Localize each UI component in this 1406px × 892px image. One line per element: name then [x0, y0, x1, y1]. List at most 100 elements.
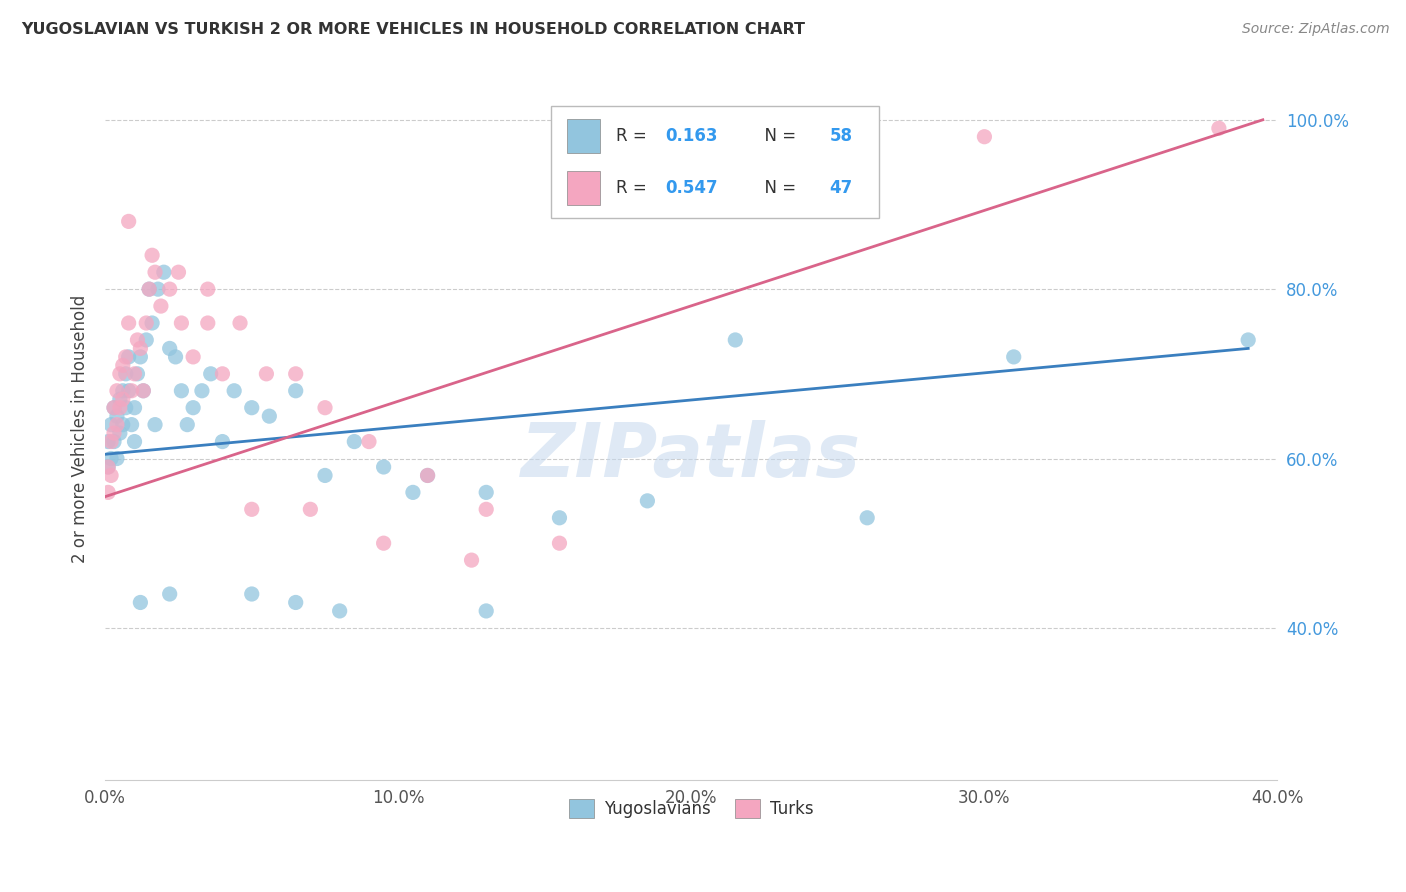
Point	[211, 367, 233, 381]
Point	[1237, 333, 1260, 347]
Point	[856, 510, 879, 524]
Point	[475, 485, 498, 500]
Point	[181, 350, 204, 364]
Point	[240, 502, 263, 516]
Point	[135, 333, 157, 347]
Point	[132, 384, 155, 398]
Point	[165, 350, 187, 364]
Point	[108, 392, 131, 407]
Point	[141, 316, 163, 330]
Point	[1208, 121, 1230, 136]
Point	[103, 401, 125, 415]
Point	[118, 350, 141, 364]
Point	[97, 485, 120, 500]
Point	[124, 367, 146, 381]
Point	[284, 367, 307, 381]
Text: ZIPatlas: ZIPatlas	[522, 420, 862, 493]
Point	[200, 367, 222, 381]
Point	[548, 510, 571, 524]
Point	[105, 451, 128, 466]
Point	[181, 401, 204, 415]
Point	[416, 468, 439, 483]
Point	[132, 384, 155, 398]
Point	[167, 265, 190, 279]
Text: YUGOSLAVIAN VS TURKISH 2 OR MORE VEHICLES IN HOUSEHOLD CORRELATION CHART: YUGOSLAVIAN VS TURKISH 2 OR MORE VEHICLE…	[21, 22, 806, 37]
Point	[143, 417, 166, 432]
Point	[108, 426, 131, 441]
Point	[548, 536, 571, 550]
Point	[124, 434, 146, 449]
Point	[357, 434, 380, 449]
Point	[284, 384, 307, 398]
Point	[97, 434, 120, 449]
Point	[284, 595, 307, 609]
Legend: Yugoslavians, Turks: Yugoslavians, Turks	[562, 792, 821, 825]
Point	[191, 384, 214, 398]
Point	[240, 587, 263, 601]
Point	[111, 417, 134, 432]
Point	[224, 384, 246, 398]
Point	[402, 485, 425, 500]
Point	[475, 502, 498, 516]
Point	[114, 401, 136, 415]
Point	[135, 316, 157, 330]
Point	[159, 587, 181, 601]
Point	[127, 333, 149, 347]
Point	[129, 350, 152, 364]
Point	[254, 367, 277, 381]
Point	[97, 460, 120, 475]
Text: Source: ZipAtlas.com: Source: ZipAtlas.com	[1241, 22, 1389, 37]
Point	[681, 180, 703, 194]
Point	[141, 248, 163, 262]
Point	[100, 417, 122, 432]
Point	[103, 401, 125, 415]
Point	[724, 333, 747, 347]
Point	[124, 401, 146, 415]
Point	[114, 367, 136, 381]
Point	[973, 129, 995, 144]
Point	[211, 434, 233, 449]
Point	[299, 502, 322, 516]
Point	[460, 553, 482, 567]
Point	[159, 342, 181, 356]
Point	[138, 282, 160, 296]
Point	[105, 417, 128, 432]
Point	[1002, 350, 1025, 364]
Point	[118, 384, 141, 398]
Point	[373, 460, 395, 475]
Point	[111, 359, 134, 373]
Y-axis label: 2 or more Vehicles in Household: 2 or more Vehicles in Household	[72, 294, 89, 563]
Point	[103, 434, 125, 449]
Point	[170, 316, 193, 330]
Point	[127, 367, 149, 381]
Point	[416, 468, 439, 483]
Point	[153, 265, 176, 279]
Point	[105, 409, 128, 424]
Point	[118, 214, 141, 228]
Point	[129, 595, 152, 609]
Point	[636, 493, 658, 508]
Point	[138, 282, 160, 296]
Point	[146, 282, 169, 296]
Point	[111, 392, 134, 407]
Point	[343, 434, 366, 449]
Point	[314, 468, 336, 483]
Point	[475, 604, 498, 618]
Point	[103, 426, 125, 441]
Point	[259, 409, 281, 424]
Point	[129, 342, 152, 356]
Point	[197, 282, 219, 296]
Point	[197, 316, 219, 330]
Point	[176, 417, 198, 432]
Point	[149, 299, 172, 313]
Point	[373, 536, 395, 550]
Point	[170, 384, 193, 398]
Point	[100, 451, 122, 466]
Point	[97, 460, 120, 475]
Point	[329, 604, 352, 618]
Point	[118, 316, 141, 330]
Point	[240, 401, 263, 415]
Point	[105, 384, 128, 398]
Point	[229, 316, 252, 330]
Point	[100, 468, 122, 483]
